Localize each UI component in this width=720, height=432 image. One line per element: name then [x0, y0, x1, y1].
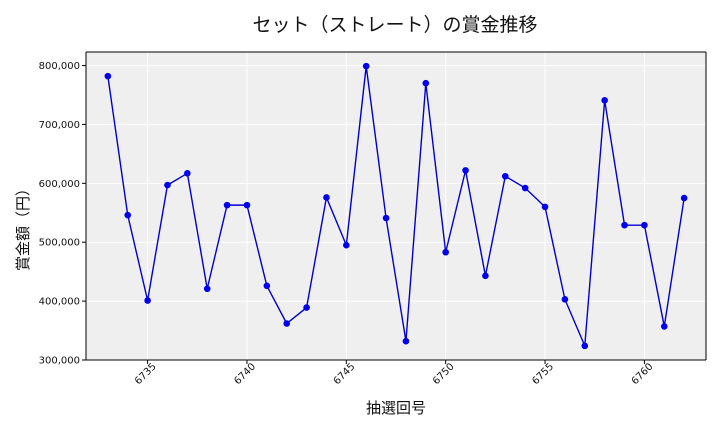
data-point	[283, 320, 291, 327]
data-point	[144, 297, 151, 304]
x-ticks: 6735 6740 6745 6750 6755 6760	[133, 360, 656, 387]
data-point	[362, 62, 370, 70]
x-tick-label: 6755	[530, 361, 556, 387]
y-ticks: 300,000 400,000 500,000 600,000 700,000 800,0…	[39, 61, 86, 367]
data-point	[164, 181, 171, 189]
y-axis-label: 賞金額（円）	[14, 181, 32, 271]
x-tick-label: 6760	[630, 361, 656, 387]
series-line	[107, 66, 685, 347]
data-point	[223, 201, 231, 209]
data-point	[402, 337, 410, 345]
data-point	[482, 272, 489, 280]
data-point	[422, 79, 430, 87]
y-tick-label: 600,000	[39, 179, 80, 190]
x-tick-label: 6745	[332, 361, 358, 387]
data-point	[680, 194, 688, 202]
data-point	[601, 96, 608, 104]
data-point	[104, 72, 112, 80]
data-point	[243, 201, 251, 209]
data-point	[382, 214, 390, 222]
data-point	[323, 194, 330, 201]
data-point	[660, 323, 668, 330]
data-point	[343, 241, 350, 249]
data-point	[184, 170, 191, 177]
x-axis-label: 抽選回号	[366, 399, 426, 417]
data-point	[303, 304, 310, 311]
data-point	[621, 221, 628, 229]
x-tick-label: 6735	[133, 361, 159, 387]
chart-title: セット（ストレート）の賞金推移	[252, 14, 537, 36]
data-point	[541, 203, 549, 211]
plot-area	[86, 52, 706, 360]
data-point	[124, 211, 132, 219]
data-point	[581, 342, 589, 350]
data-point	[263, 282, 271, 290]
data-point	[641, 221, 648, 229]
y-tick-label: 800,000	[39, 61, 80, 72]
x-tick-label: 6750	[431, 361, 457, 387]
data-points	[104, 62, 688, 350]
data-point	[442, 248, 449, 256]
data-point	[501, 172, 509, 180]
y-tick-label: 700,000	[39, 120, 80, 131]
data-point	[203, 285, 211, 293]
x-tick-label: 6740	[232, 361, 258, 387]
y-tick-label: 500,000	[39, 238, 80, 249]
data-point	[561, 296, 569, 303]
y-tick-label: 300,000	[39, 356, 80, 367]
data-point	[462, 167, 469, 174]
data-point	[521, 184, 529, 192]
y-tick-label: 400,000	[39, 297, 80, 308]
